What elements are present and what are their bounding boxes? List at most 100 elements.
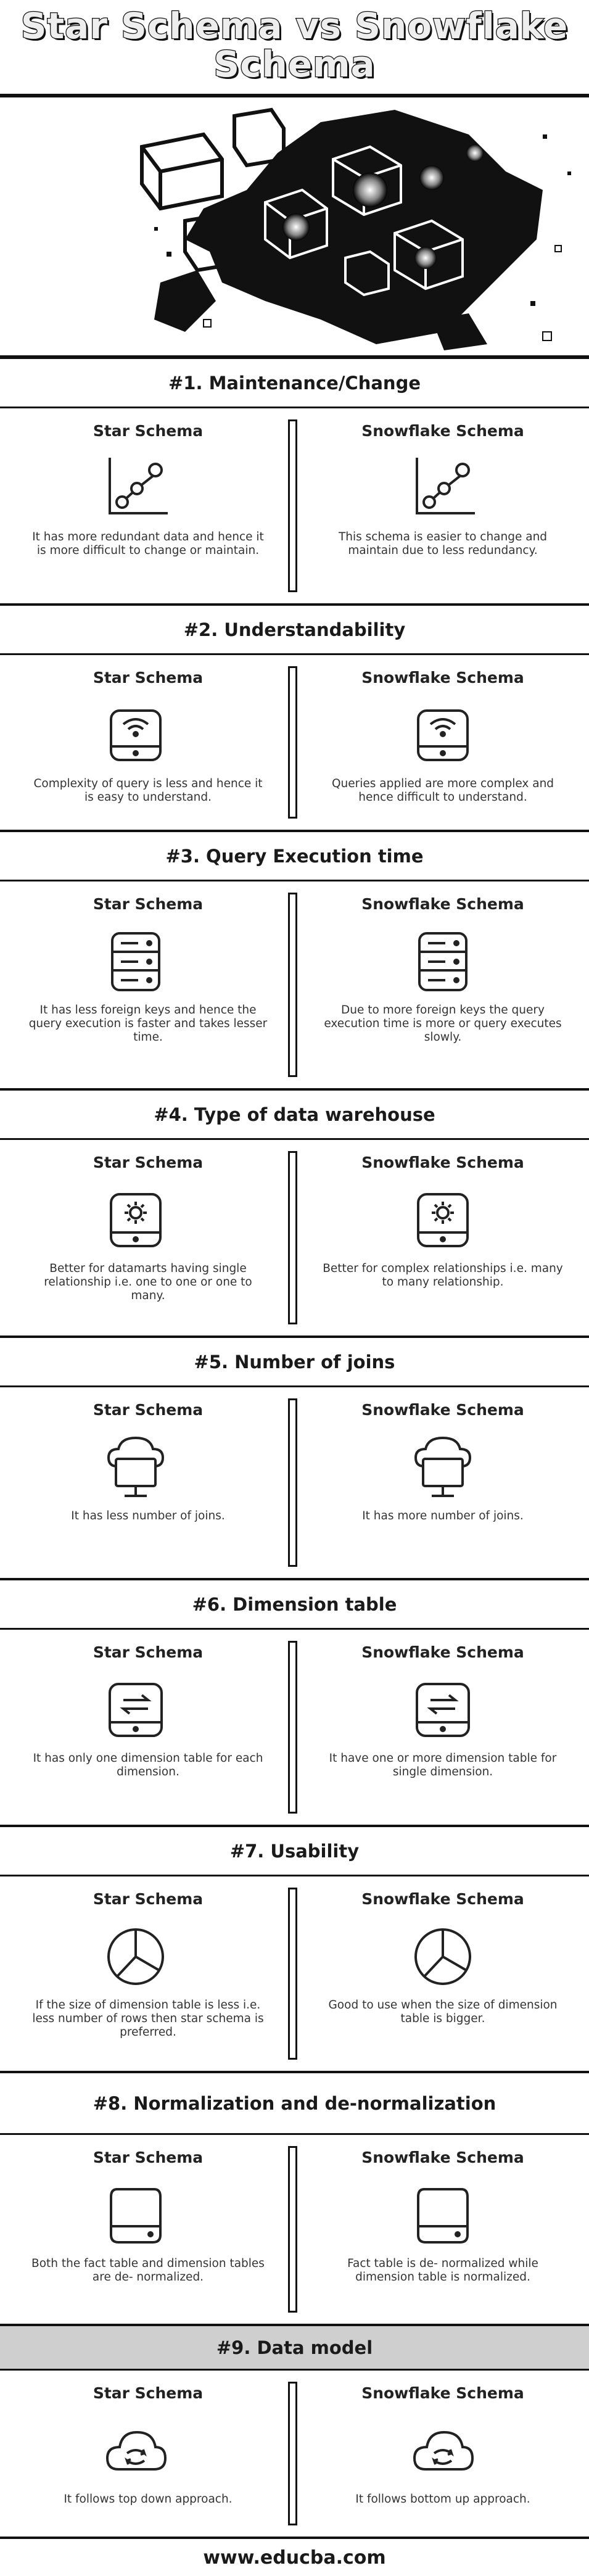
snowflake-schema-column: Snowflake Schema Better for complex relat… [310,1140,575,1338]
snowflake-schema-column: Snowflake Schema It has more number of jo… [310,1387,575,1580]
column-title: Snowflake Schema [361,1890,524,1908]
section-heading: #4. Type of data warehouse [0,1091,589,1140]
column-description: Better for complex relationships i.e. ma… [323,1262,563,1289]
cloud-sync-icon [99,2414,173,2488]
snowflake-schema-column: Snowflake Schema Fact table is de- normal… [310,2135,575,2326]
column-divider [288,419,297,592]
column-title: Star Schema [93,1643,204,1661]
server-icon [99,925,173,999]
column-title: Snowflake Schema [361,2149,524,2166]
star-schema-column: Star Schema It has less foreign keys and … [15,881,281,1091]
section-1: #1. Maintenance/Change Star Schema It has … [0,359,589,606]
column-title: Snowflake Schema [361,2384,524,2402]
column-description: Both the fact table and dimension tables… [31,2257,265,2284]
column-divider [288,1641,297,1814]
settings-drive-icon [99,1183,173,1257]
column-title: Star Schema [93,422,204,440]
column-divider [288,893,297,1077]
hero-illustration [0,94,589,359]
column-title: Star Schema [93,1890,204,1908]
column-title: Star Schema [93,2384,204,2402]
section-9: #9. Data model Star Schema It follows top … [0,2326,589,2539]
column-description: Fact table is de- normalized while dimen… [347,2257,538,2284]
star-schema-column: Star Schema Both the fact table and dimen… [15,2135,281,2326]
column-title: Star Schema [93,2149,204,2166]
column-description: Due to more foreign keys the query execu… [324,1004,562,1044]
network-cubes-illustration [140,107,571,350]
section-6: #6. Dimension table Star Schema It has onl… [0,1580,589,1827]
column-description: It has more redundant data and hence it … [32,530,264,557]
star-schema-column: Star Schema Complexity of query is less a… [15,655,281,832]
star-schema-column: Star Schema Better for datamarts having s… [15,1140,281,1338]
snowflake-schema-column: Snowflake Schema Due to more foreign keys… [310,881,575,1091]
section-heading: #6. Dimension table [0,1580,589,1630]
column-description: This schema is easier to change and main… [338,530,548,557]
snowflake-schema-column: Snowflake Schema It have one or more dime… [310,1630,575,1827]
column-title: Snowflake Schema [361,1401,524,1419]
column-divider [288,2382,297,2525]
column-title: Snowflake Schema [361,669,524,687]
section-heading: #8. Normalization and de-normalization [0,2073,589,2135]
star-schema-column: Star Schema It has less number of joins. [15,1387,281,1580]
column-description: It have one or more dimension table for … [329,1752,557,1778]
column-title: Star Schema [93,895,204,913]
section-heading: #9. Data model [0,2326,589,2371]
column-description: If the size of dimension table is less i… [32,1999,264,2039]
section-3: #3. Query Execution time Star Schema It ha… [0,832,589,1091]
pie-chart-icon [406,1920,480,1994]
footer-url[interactable]: www.educba.com [203,2546,386,2569]
section-heading: #3. Query Execution time [0,832,589,881]
snowflake-schema-column: Snowflake Schema This schema is easier to… [310,408,575,606]
column-description: Better for datamarts having single relat… [44,1262,252,1302]
column-description: Complexity of query is less and hence it… [33,777,263,804]
star-schema-column: Star Schema It has only one dimension tab… [15,1630,281,1827]
transfer-drive-icon [406,1673,480,1747]
section-8: #8. Normalization and de-normalization St… [0,2073,589,2326]
column-divider [288,1151,297,1324]
column-title: Snowflake Schema [361,1154,524,1171]
column-title: Snowflake Schema [361,1643,524,1661]
chart-line-icon [406,452,480,526]
column-description: Good to use when the size of dimension t… [328,1999,558,2025]
section-7: #7. Usability Star Schema If the size of d… [0,1827,589,2073]
snowflake-schema-column: Snowflake Schema Queries applied are more… [310,655,575,832]
column-description: It has only one dimension table for each… [33,1752,263,1778]
column-title: Snowflake Schema [361,422,524,440]
settings-drive-icon [406,1183,480,1257]
column-description: Queries applied are more complex and hen… [331,777,554,804]
router-icon [99,698,173,772]
transfer-drive-icon [99,1673,173,1747]
snowflake-schema-column: Snowflake Schema It follows bottom up app… [310,2371,575,2539]
router-icon [406,698,480,772]
column-title: Star Schema [93,1154,204,1171]
pie-chart-icon [99,1920,173,1994]
hard-drive-icon [406,2178,480,2252]
column-title: Snowflake Schema [361,895,524,913]
star-schema-column: Star Schema If the size of dimension tabl… [15,1876,281,2073]
snowflake-schema-column: Snowflake Schema Good to use when the siz… [310,1876,575,2073]
cloud-monitor-icon [406,1430,480,1505]
column-description: It has less foreign keys and hence the q… [28,1004,268,1044]
section-4: #4. Type of data warehouse Star Schema Bet… [0,1091,589,1338]
column-description: It follows top down approach. [64,2493,233,2506]
cloud-monitor-icon [99,1430,173,1505]
column-description: It has less number of joins. [71,1509,225,1522]
column-description: It has more number of joins. [362,1509,524,1522]
star-schema-column: Star Schema It has more redundant data an… [15,408,281,606]
server-icon [406,925,480,999]
column-divider [288,2146,297,2313]
column-title: Star Schema [93,1401,204,1419]
section-2: #2. Understandability Star Schema Complexi… [0,606,589,832]
column-title: Star Schema [93,669,204,687]
section-5: #5. Number of joins Star Schema It has les… [0,1338,589,1580]
column-divider [288,1888,297,2060]
section-heading: #2. Understandability [0,606,589,655]
section-heading: #7. Usability [0,1827,589,1876]
column-divider [288,666,297,819]
chart-line-icon [99,452,173,526]
cloud-sync-icon [406,2414,480,2488]
hard-drive-icon [99,2178,173,2252]
column-description: It follows bottom up approach. [355,2493,530,2506]
star-schema-column: Star Schema It follows top down approach. [15,2371,281,2539]
column-divider [288,1398,297,1567]
